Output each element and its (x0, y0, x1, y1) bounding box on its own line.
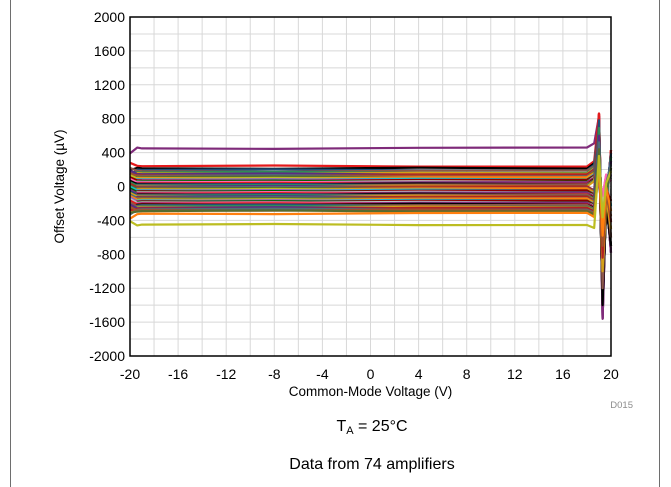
series-layer (129, 112, 613, 320)
y-tick-label: 400 (102, 145, 126, 161)
y-tick-label: -800 (97, 246, 125, 262)
frame-right-border (659, 0, 660, 487)
plot-border (129, 16, 612, 357)
y-tick-label: -400 (97, 212, 125, 228)
x-tick-label: 8 (463, 366, 471, 382)
temperature-condition: TA = 25°C (130, 418, 614, 437)
frame-left-border (10, 0, 11, 487)
ta-subscript: A (346, 425, 354, 437)
y-tick-label: 1600 (94, 43, 125, 59)
ticks-layer: -20 -16 -12 -8 -4 0 4 8 12 16 20 2000 1600 1200 800 400… (89, 9, 619, 382)
y-tick-label: 1200 (94, 77, 125, 93)
figure-code: D015 (610, 400, 633, 411)
series-line (129, 165, 613, 237)
ta-value: = 25°C (353, 418, 408, 435)
y-tick-label: 2000 (94, 9, 125, 25)
amplifier-count: Data from 74 amplifiers (289, 456, 455, 473)
y-tick-label: -1200 (89, 280, 125, 296)
x-tick-label: 16 (555, 366, 571, 382)
y-tick-label: -2000 (89, 348, 125, 364)
x-axis-title: Common-Mode Voltage (V) (289, 384, 453, 399)
x-tick-label: -4 (316, 366, 329, 382)
x-tick-label: 4 (415, 366, 423, 382)
ta-symbol: T (336, 418, 347, 435)
x-tick-label: -8 (268, 366, 281, 382)
x-tick-label: 0 (367, 366, 375, 382)
x-tick-label: 12 (507, 366, 523, 382)
x-tick-label: -20 (120, 366, 140, 382)
y-tick-label: 0 (117, 179, 125, 195)
y-axis-title: Offset Voltage (µV) (52, 129, 67, 243)
y-tick-label: -1600 (89, 314, 125, 330)
x-tick-label: -12 (216, 366, 236, 382)
y-tick-label: 800 (102, 111, 126, 127)
x-tick-label: -16 (168, 366, 188, 382)
x-tick-label: 20 (603, 366, 619, 382)
series-line (129, 154, 613, 230)
